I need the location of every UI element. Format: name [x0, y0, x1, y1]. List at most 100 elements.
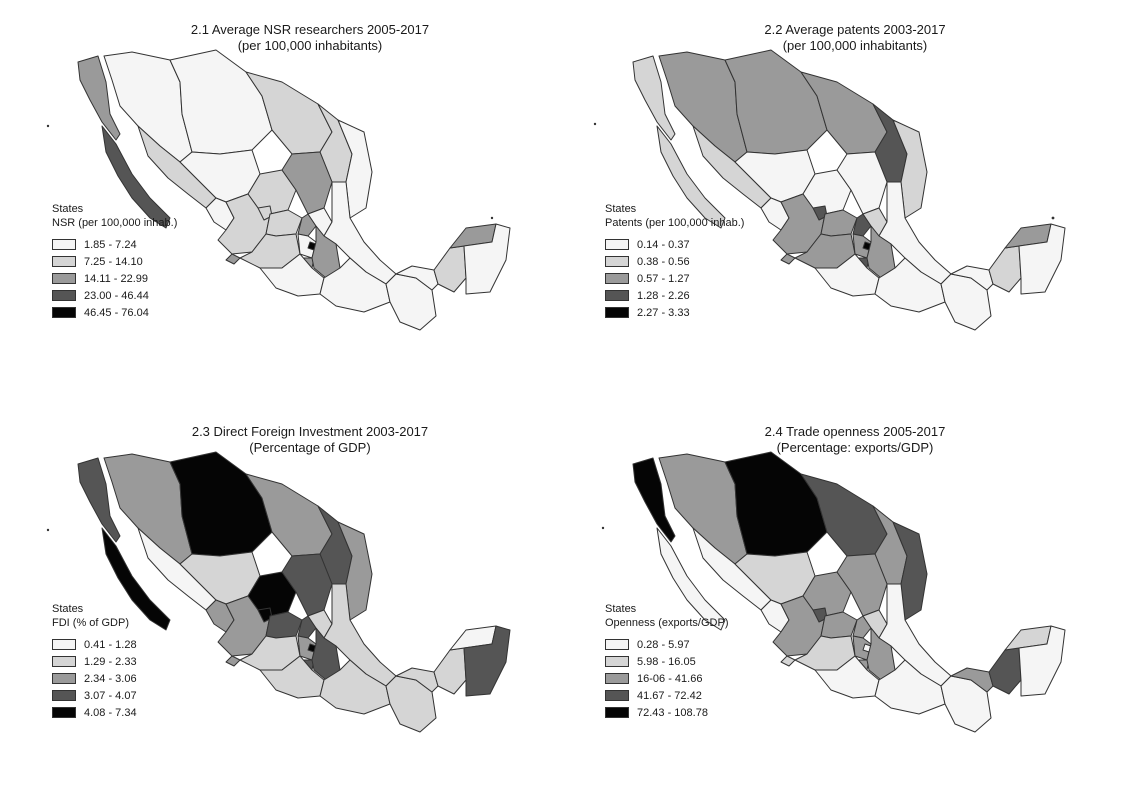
legend-label: 2.34 - 3.06: [84, 672, 137, 685]
legend-swatch: [605, 256, 629, 267]
legend-label: 1.28 - 2.26: [637, 289, 690, 302]
map-title: 2.1 Average NSR researchers 2005-2017 (p…: [80, 22, 540, 54]
legend-item: 2.27 - 3.33: [605, 304, 744, 321]
state-guanajuato: [820, 209, 858, 237]
legend-swatch: [52, 307, 76, 318]
legend-label: 1.85 - 7.24: [84, 238, 137, 251]
legend-title: States: [605, 203, 637, 215]
legend-label: 41.67 - 72.42: [637, 689, 702, 702]
map-title: 2.4 Trade openness 2005-2017 (Percentage…: [625, 424, 1085, 456]
legend-swatch: [52, 290, 76, 301]
legend-item: 0.14 - 0.37: [605, 236, 744, 253]
map-legend: States Openness (exports/GDP) 0.28 - 5.9…: [605, 602, 729, 721]
legend-swatch: [605, 639, 629, 650]
legend-label: 14.11 - 22.99: [84, 272, 149, 285]
legend-item: 1.29 - 2.33: [52, 653, 137, 670]
map-title-line1: 2.3 Direct Foreign Investment 2003-2017: [191, 424, 429, 439]
legend-label: 5.98 - 16.05: [637, 655, 696, 668]
map-panel-nsr: 2.1 Average NSR researchers 2005-2017 (p…: [20, 22, 560, 382]
state-campeche: [433, 647, 467, 695]
legend-label: 3.07 - 4.07: [84, 689, 137, 702]
map-title: 2.3 Direct Foreign Investment 2003-2017 …: [80, 424, 540, 456]
legend-label: 4.08 - 7.34: [84, 706, 137, 719]
legend-item: 16-06 - 41.66: [605, 670, 729, 687]
legend-item: 5.98 - 16.05: [605, 653, 729, 670]
state-colima: [225, 655, 241, 667]
legend-label: 0.14 - 0.37: [637, 238, 690, 251]
legend-swatch: [52, 273, 76, 284]
legend-swatch: [52, 707, 76, 718]
legend-swatch: [605, 673, 629, 684]
legend-item: 0.57 - 1.27: [605, 270, 744, 287]
legend-item: 7.25 - 14.10: [52, 253, 177, 270]
legend-swatch: [605, 307, 629, 318]
map-panel-trade: 2.4 Trade openness 2005-2017 (Percentage…: [575, 424, 1115, 784]
legend-subtitle: Patents (per 100,000 inhab.): [605, 217, 745, 229]
mexico-map-fdi: [46, 451, 511, 733]
legend-label: 0.57 - 1.27: [637, 272, 690, 285]
mexico-map-nsr: [46, 49, 511, 331]
legend-item: 14.11 - 22.99: [52, 270, 177, 287]
state-campeche: [433, 245, 467, 293]
legend-swatch: [605, 239, 629, 250]
legend-item: 46.45 - 76.04: [52, 304, 177, 321]
legend-swatch: [52, 639, 76, 650]
map-legend: States FDI (% of GDP) 0.41 - 1.28 1.29 -…: [52, 602, 137, 721]
legend-label: 46.45 - 76.04: [84, 306, 149, 319]
legend-swatch: [605, 656, 629, 667]
legend-subtitle: NSR (per 100,000 inhab.): [52, 217, 178, 229]
legend-subtitle: FDI (% of GDP): [52, 617, 130, 629]
legend-item: 4.08 - 7.34: [52, 704, 137, 721]
legend-swatch: [52, 690, 76, 701]
legend-item: 1.28 - 2.26: [605, 287, 744, 304]
state-campeche: [988, 647, 1022, 695]
state-campeche: [988, 245, 1022, 293]
map-title-line1: 2.2 Average patents 2003-2017: [764, 22, 946, 37]
legend-item: 0.28 - 5.97: [605, 636, 729, 653]
state-guanajuato: [265, 209, 303, 237]
state-colima: [780, 253, 796, 265]
mexico-map-trade: [601, 451, 1066, 733]
legend-item: 0.41 - 1.28: [52, 636, 137, 653]
map-panel-patents: 2.2 Average patents 2003-2017 (per 100,0…: [575, 22, 1115, 382]
state-guanajuato: [820, 611, 858, 639]
legend-label: 0.41 - 1.28: [84, 638, 137, 651]
legend-title: States: [52, 603, 84, 615]
map-title-line1: 2.1 Average NSR researchers 2005-2017: [190, 22, 430, 37]
legend-item: 3.07 - 4.07: [52, 687, 137, 704]
legend-label: 0.38 - 0.56: [637, 255, 690, 268]
map-title-line2: (per 100,000 inhabitants): [782, 38, 928, 53]
legend-label: 0.28 - 5.97: [637, 638, 690, 651]
legend-swatch: [52, 256, 76, 267]
legend-swatch: [52, 673, 76, 684]
map-title-line2: (Percentage of GDP): [249, 440, 371, 455]
state-guanajuato: [265, 611, 303, 639]
map-title: 2.2 Average patents 2003-2017 (per 100,0…: [625, 22, 1085, 54]
map-title-line2: (per 100,000 inhabitants): [237, 38, 383, 53]
map-legend: States Patents (per 100,000 inhab.) 0.14…: [605, 202, 744, 321]
legend-swatch: [605, 290, 629, 301]
legend-item: 41.67 - 72.42: [605, 687, 729, 704]
legend-item: 2.34 - 3.06: [52, 670, 137, 687]
map-panel-fdi: 2.3 Direct Foreign Investment 2003-2017 …: [20, 424, 560, 784]
legend-item: 1.85 - 7.24: [52, 236, 177, 253]
legend-swatch: [605, 690, 629, 701]
legend-label: 23.00 - 46.44: [84, 289, 149, 302]
map-title-line1: 2.4 Trade openness 2005-2017: [764, 424, 946, 439]
legend-swatch: [605, 707, 629, 718]
map-title-line2: (Percentage: exports/GDP): [776, 440, 934, 455]
legend-title: States: [605, 603, 637, 615]
legend-label: 72.43 - 108.78: [637, 706, 708, 719]
legend-subtitle: Openness (exports/GDP): [605, 617, 729, 629]
mexico-map-patents: [593, 49, 1066, 331]
legend-swatch: [605, 273, 629, 284]
legend-label: 1.29 - 2.33: [84, 655, 137, 668]
legend-item: 23.00 - 46.44: [52, 287, 177, 304]
legend-item: 0.38 - 0.56: [605, 253, 744, 270]
legend-swatch: [52, 656, 76, 667]
legend-label: 7.25 - 14.10: [84, 255, 143, 268]
legend-item: 72.43 - 108.78: [605, 704, 729, 721]
legend-label: 16-06 - 41.66: [637, 672, 703, 685]
legend-label: 2.27 - 3.33: [637, 306, 690, 319]
